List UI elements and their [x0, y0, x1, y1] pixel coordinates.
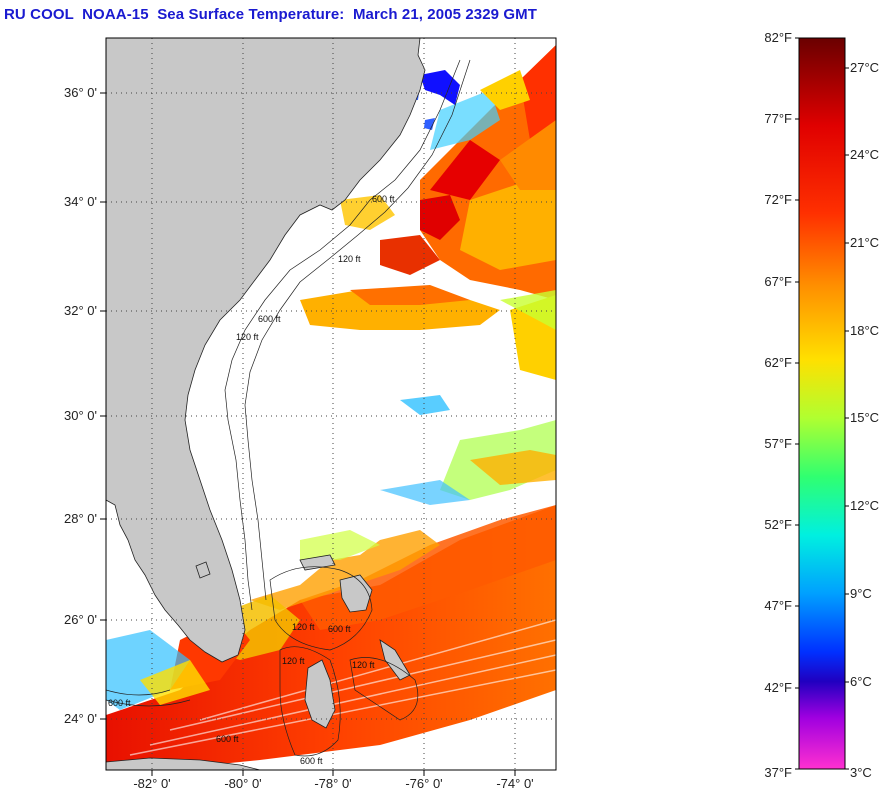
colorbar-c-label: 27°C	[850, 60, 879, 75]
colorbar-c-label: 9°C	[850, 586, 872, 601]
contour-label-group: 600 ft 120 ft 600 ft 120 ft 120 ft 600 f…	[108, 194, 395, 766]
colorbar-c-label: 15°C	[850, 410, 879, 425]
lon-label: -82° 0'	[133, 776, 170, 791]
colorbar-f-label: 77°F	[764, 111, 792, 126]
latitude-labels: 36° 0' 34° 0' 32° 0' 30° 0' 28° 0' 26° 0…	[64, 85, 97, 726]
axis-ticks	[100, 92, 516, 776]
colorbar-f-label: 42°F	[764, 680, 792, 695]
colorbar-c-label: 18°C	[850, 323, 879, 338]
lat-label: 30° 0'	[64, 408, 97, 423]
contour-label: 120 ft	[292, 622, 315, 632]
lat-label: 28° 0'	[64, 511, 97, 526]
contour-label: 600 ft	[216, 734, 239, 744]
contour-label: 120 ft	[236, 332, 259, 342]
longitude-labels: -82° 0' -80° 0' -78° 0' -76° 0' -74° 0'	[133, 776, 533, 791]
lat-label: 24° 0'	[64, 711, 97, 726]
land-layer	[106, 38, 426, 770]
contour-label: 120 ft	[352, 660, 375, 670]
map-title: RU COOL NOAA-15 Sea Surface Temperature:…	[4, 6, 538, 23]
map-border	[105, 37, 557, 771]
lat-label: 26° 0'	[64, 612, 97, 627]
lon-label: -78° 0'	[314, 776, 351, 791]
colorbar-f-label: 72°F	[764, 192, 792, 207]
contour-label: 600 ft	[300, 756, 323, 766]
colorbar-f-label: 47°F	[764, 598, 792, 613]
colorbar-f-label: 37°F	[764, 765, 792, 780]
colorbar-gradient	[798, 37, 846, 770]
colorbar-f-label: 62°F	[764, 355, 792, 370]
contour-label: 600 ft	[258, 314, 281, 324]
colorbar: 82°F 77°F 72°F 67°F 62°F 57°F 52°F 47°F …	[764, 30, 879, 780]
colorbar-c-label: 6°C	[850, 674, 872, 689]
lon-label: -74° 0'	[496, 776, 533, 791]
colorbar-c-label: 12°C	[850, 498, 879, 513]
map-grid	[106, 38, 556, 770]
contour-label: 600 ft	[328, 624, 351, 634]
lon-label: -80° 0'	[224, 776, 261, 791]
colorbar-f-label: 67°F	[764, 274, 792, 289]
lat-label: 32° 0'	[64, 303, 97, 318]
colorbar-f-label: 52°F	[764, 517, 792, 532]
contour-label: 600 ft	[108, 698, 131, 708]
colorbar-f-label: 82°F	[764, 30, 792, 45]
depth-contours	[106, 59, 471, 757]
contour-label: 120 ft	[282, 656, 305, 666]
lon-label: -76° 0'	[405, 776, 442, 791]
colorbar-c-label: 3°C	[850, 765, 872, 780]
colorbar-c-label: 24°C	[850, 147, 879, 162]
lat-label: 36° 0'	[64, 85, 97, 100]
contour-label: 120 ft	[338, 254, 361, 264]
lat-label: 34° 0'	[64, 194, 97, 209]
colorbar-f-label: 57°F	[764, 436, 792, 451]
contour-label: 600 ft	[372, 194, 395, 204]
colorbar-c-label: 21°C	[850, 235, 879, 250]
